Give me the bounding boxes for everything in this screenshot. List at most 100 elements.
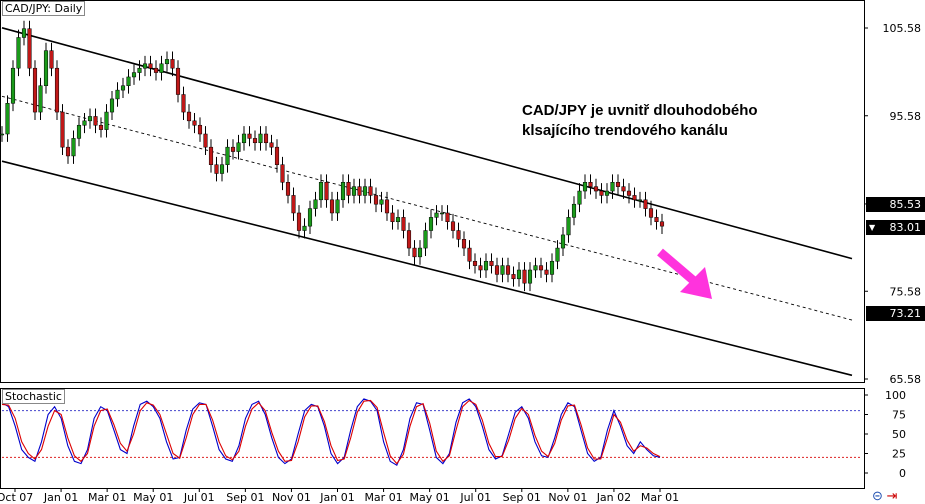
stochastic-axis: 100 75 50 25 0: [864, 389, 906, 480]
candle-body: [0, 133, 5, 136]
stochastic-tick-label: 25: [892, 448, 906, 461]
candle-body: [544, 269, 549, 275]
candle-body: [203, 133, 208, 148]
time-tick-label: Jan 01: [43, 491, 78, 503]
stochastic-series-%D: [1, 399, 661, 465]
candle-body: [439, 212, 445, 215]
candle-body: [109, 98, 115, 113]
candle-body: [346, 182, 351, 196]
stochastic-panel-frame: [0, 388, 865, 489]
candle-body: [10, 67, 16, 104]
candle-body: [450, 221, 456, 231]
stochastic-lines: [1, 398, 862, 466]
down-arrow: [657, 248, 712, 299]
candle-body: [313, 199, 318, 209]
candle-body: [104, 111, 109, 130]
candle-body: [423, 230, 428, 249]
candle-body: [82, 120, 87, 126]
candle-body: [175, 67, 181, 95]
channel-line-upper: [1, 27, 853, 260]
candle-body: [318, 182, 324, 201]
candle-body: [5, 103, 10, 135]
candle-body: [456, 230, 461, 240]
candle-body: [483, 260, 489, 271]
candle-body: [610, 182, 615, 192]
price-tag-lower: 73.21: [866, 306, 925, 321]
candle-body: [115, 89, 120, 100]
price-panel-frame: [0, 0, 865, 383]
time-tick-label: Mar 01: [88, 491, 126, 503]
price-tick-label: 105.58: [883, 22, 922, 35]
candle-body: [467, 247, 472, 262]
candle-body: [60, 111, 65, 148]
price-tick-label: 65.58: [890, 373, 922, 386]
candle-body: [181, 94, 186, 113]
candle-body: [659, 221, 665, 227]
candle-body: [131, 72, 137, 78]
candle-body: [263, 133, 269, 144]
candle-body: [390, 212, 395, 223]
candle-body: [186, 111, 192, 122]
candle-body: [236, 142, 241, 152]
candle-body: [549, 260, 555, 275]
candle-body: [269, 142, 274, 148]
candle-body: [511, 274, 516, 280]
candle-body: [588, 182, 593, 187]
candle-body: [307, 208, 313, 227]
time-tick-label: Oct 07: [0, 491, 33, 503]
candle-body: [401, 217, 406, 231]
candle-body: [126, 76, 131, 86]
stochastic-series-%K: [1, 398, 661, 466]
candle-body: [615, 182, 621, 187]
candle-body: [87, 116, 93, 122]
candle-body: [648, 208, 654, 218]
stochastic-tick-label: 50: [892, 428, 906, 441]
candle-body: [395, 217, 401, 223]
candle-body: [632, 195, 637, 201]
candle-body: [472, 260, 478, 266]
annotation-line-2: klsajícího trendového kanálu: [522, 122, 728, 139]
candle-body: [71, 138, 76, 157]
time-tick-label: May 01: [410, 491, 450, 503]
candle-body: [560, 234, 566, 249]
candle-body: [637, 199, 643, 202]
arrow-right-bar-icon[interactable]: ⇥: [886, 488, 898, 503]
price-tag-current-value: 83.01: [889, 221, 922, 234]
candle-body: [159, 63, 164, 73]
candle-body: [291, 195, 296, 214]
candle-body: [335, 199, 340, 214]
candle-body: [21, 28, 27, 38]
candle-body: [412, 247, 417, 258]
candle-body: [582, 182, 588, 192]
stochastic-tick-label: 100: [885, 389, 906, 402]
candle-body: [43, 50, 49, 86]
candle-body: [170, 59, 175, 69]
time-tick-label: Mar 01: [641, 491, 679, 503]
candle-body: [142, 63, 148, 69]
stochastic-tick-label: 75: [892, 409, 906, 422]
candle-body: [373, 195, 379, 205]
candle-body: [302, 225, 307, 231]
time-tick-label: Sep 01: [226, 491, 264, 503]
candle-body: [16, 37, 21, 69]
candle-body: [478, 265, 483, 271]
candle-body: [368, 186, 373, 196]
candle-body: [230, 146, 236, 152]
candle-body: [654, 217, 659, 223]
time-tick-label: Sep 01: [503, 491, 541, 503]
candle-body: [599, 190, 604, 196]
candle-body: [566, 217, 571, 236]
time-tick-label: May 01: [133, 491, 173, 503]
chain-icon[interactable]: ⊝: [872, 488, 883, 503]
candles: [0, 20, 665, 292]
channel-line-middle: [1, 95, 853, 321]
footer-icons: ⊝ ⇥: [872, 488, 897, 504]
candle-body: [417, 247, 423, 258]
candle-body: [538, 265, 544, 271]
arrow-shaft: [657, 248, 697, 285]
candle-body: [219, 164, 225, 174]
candle-body: [49, 50, 54, 69]
candle-body: [225, 146, 230, 165]
candle-body: [434, 212, 439, 218]
